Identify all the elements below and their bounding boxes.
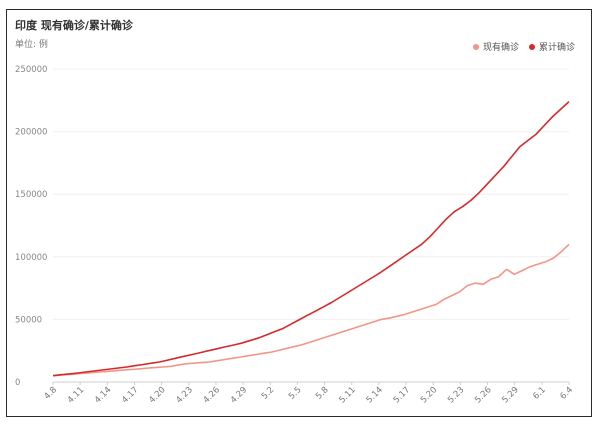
x-tick-label: 5.11 bbox=[337, 385, 357, 405]
x-tick-label: 5.2 bbox=[260, 385, 277, 402]
series-line-cumulative bbox=[52, 101, 570, 377]
y-tick-label: 150000 bbox=[15, 190, 47, 200]
legend-item-cumulative[interactable]: 累计确诊 bbox=[528, 40, 575, 53]
chart-title: 印度 现有确诊/累计确诊 bbox=[15, 19, 133, 32]
x-tick-label: 4.14 bbox=[93, 385, 113, 405]
legend-label-cumulative: 累计确诊 bbox=[538, 43, 575, 53]
y-tick-label: 0 bbox=[15, 378, 20, 388]
x-tick-label: 6.4 bbox=[558, 385, 575, 402]
x-tick-label: 5.5 bbox=[287, 385, 304, 402]
x-tick-label: 6.1 bbox=[531, 385, 548, 402]
x-tick-label: 5.29 bbox=[500, 385, 520, 405]
x-tick-label: 5.23 bbox=[446, 385, 466, 405]
x-tick-label: 4.8 bbox=[42, 385, 59, 402]
legend-dot-current-icon bbox=[472, 43, 479, 50]
legend-dot-cumulative-icon bbox=[528, 43, 535, 50]
x-tick-label: 5.20 bbox=[419, 385, 439, 405]
y-tick-label: 100000 bbox=[15, 253, 47, 263]
y-tick-label: 250000 bbox=[15, 65, 47, 75]
line-chart: 0 50000 100000 150000 200000 250000 4.8 4.11 4.1… bbox=[15, 65, 575, 406]
x-tick-label: 5.17 bbox=[392, 385, 412, 405]
unit-label: 单位: 例 bbox=[15, 40, 48, 50]
x-tick-label: 4.20 bbox=[147, 385, 167, 405]
legend: 现有确诊 累计确诊 bbox=[472, 40, 575, 53]
y-tick-label: 200000 bbox=[15, 128, 47, 138]
x-tick-label: 5.26 bbox=[473, 385, 493, 405]
x-tick-label: 4.29 bbox=[229, 385, 249, 405]
legend-item-current[interactable]: 现有确诊 bbox=[472, 40, 519, 53]
y-tick-label: 50000 bbox=[15, 315, 42, 325]
chart-panel: 印度 现有确诊/累计确诊 单位: 例 现有确诊 累计确诊 0 50000 10000… bbox=[6, 9, 592, 417]
x-tick-label: 4.23 bbox=[174, 385, 194, 405]
x-tick-label: 4.11 bbox=[66, 385, 86, 405]
x-tick-label: 4.26 bbox=[202, 385, 222, 405]
x-tick-label: 5.8 bbox=[314, 385, 331, 402]
x-tick-label: 4.17 bbox=[120, 385, 140, 405]
legend-label-current: 现有确诊 bbox=[482, 43, 519, 53]
x-tick-label: 5.14 bbox=[365, 385, 385, 405]
series-line-current bbox=[52, 243, 570, 377]
